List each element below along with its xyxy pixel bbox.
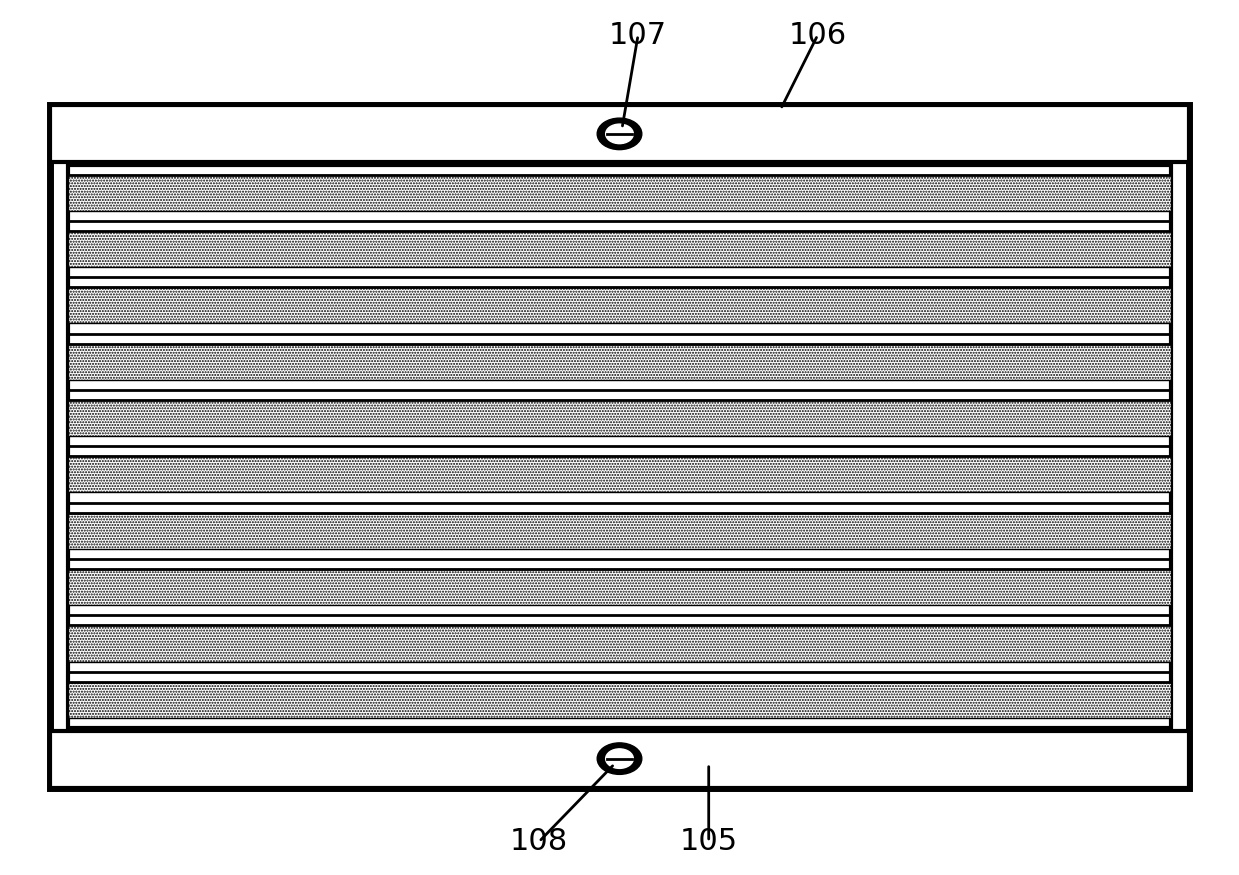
Bar — [68, 287, 1171, 324]
Text: 106: 106 — [789, 20, 846, 50]
Bar — [68, 344, 1171, 380]
Bar — [68, 400, 1171, 436]
Text: 105: 105 — [680, 827, 737, 857]
Bar — [68, 164, 1171, 728]
Bar — [68, 513, 1171, 549]
Bar — [68, 175, 1171, 211]
Bar — [68, 569, 1171, 605]
Text: 108: 108 — [509, 827, 569, 857]
Bar — [50, 731, 1189, 788]
Bar — [68, 231, 1171, 267]
Bar — [50, 105, 1189, 788]
Bar — [68, 682, 1171, 717]
Circle shape — [606, 749, 633, 768]
Text: 107: 107 — [610, 20, 667, 50]
Bar — [50, 105, 1189, 162]
Circle shape — [597, 743, 642, 774]
Bar — [68, 457, 1171, 493]
Bar — [68, 626, 1171, 662]
Circle shape — [597, 118, 642, 150]
Circle shape — [606, 124, 633, 144]
